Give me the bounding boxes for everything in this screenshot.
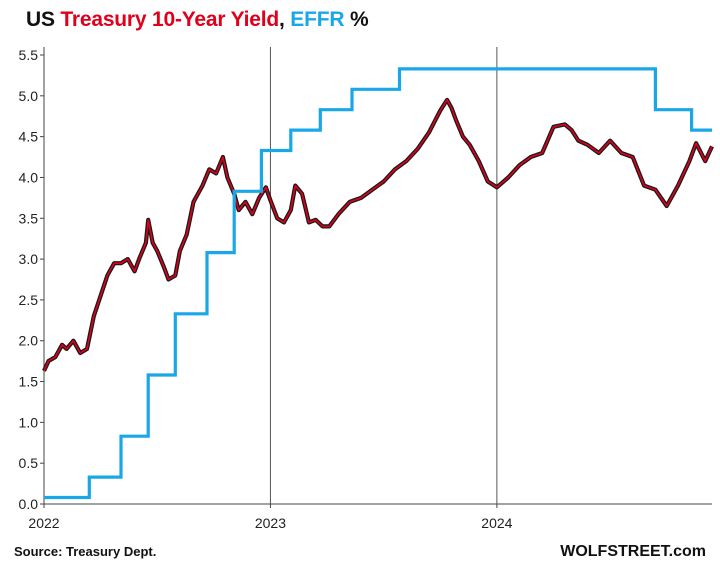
title-part-3: EFFR [290,8,345,31]
y-tick-label: 4.5 [19,129,39,145]
series-line-ten_year [43,99,713,372]
y-tick-label: 0.5 [19,455,39,471]
x-tick-label: 2023 [255,515,286,531]
y-tick-label: 1.0 [19,414,39,430]
x-tick-label: 2024 [481,515,512,531]
title-part-4: % [344,8,369,31]
y-tick-label: 3.5 [19,210,39,226]
labels-layer: 0.0 0.5 1.0 1.5 2.0 2.5 3.0 3.5 4.0 4.5 5.0 5.5 2022… [19,47,513,531]
brand-label: WOLFSTREET.com [560,543,706,560]
y-tick-label: 2.0 [19,333,39,349]
title-part-2: , [279,8,291,31]
x-tick-label: 2022 [28,515,59,531]
series-line-effr [44,67,712,500]
chart-title: US Treasury 10-Year Yield, EFFR % [26,8,369,32]
y-tick-label: 3.0 [19,251,39,267]
y-tick-label: 2.5 [19,292,39,308]
source-note: Source: Treasury Dept. [14,544,156,559]
series-layer [42,67,714,500]
y-tick-label: 4.0 [19,169,39,185]
axes [40,47,712,508]
title-part-1: Treasury 10-Year Yield [60,8,280,31]
y-tick-label: 0.0 [19,496,39,512]
series-outline-ten_year [42,97,714,372]
y-tick-label: 1.5 [19,374,39,390]
y-tick-label: 5.0 [19,88,39,104]
y-tick-label: 5.5 [19,47,39,63]
title-part-0: US [26,8,61,31]
